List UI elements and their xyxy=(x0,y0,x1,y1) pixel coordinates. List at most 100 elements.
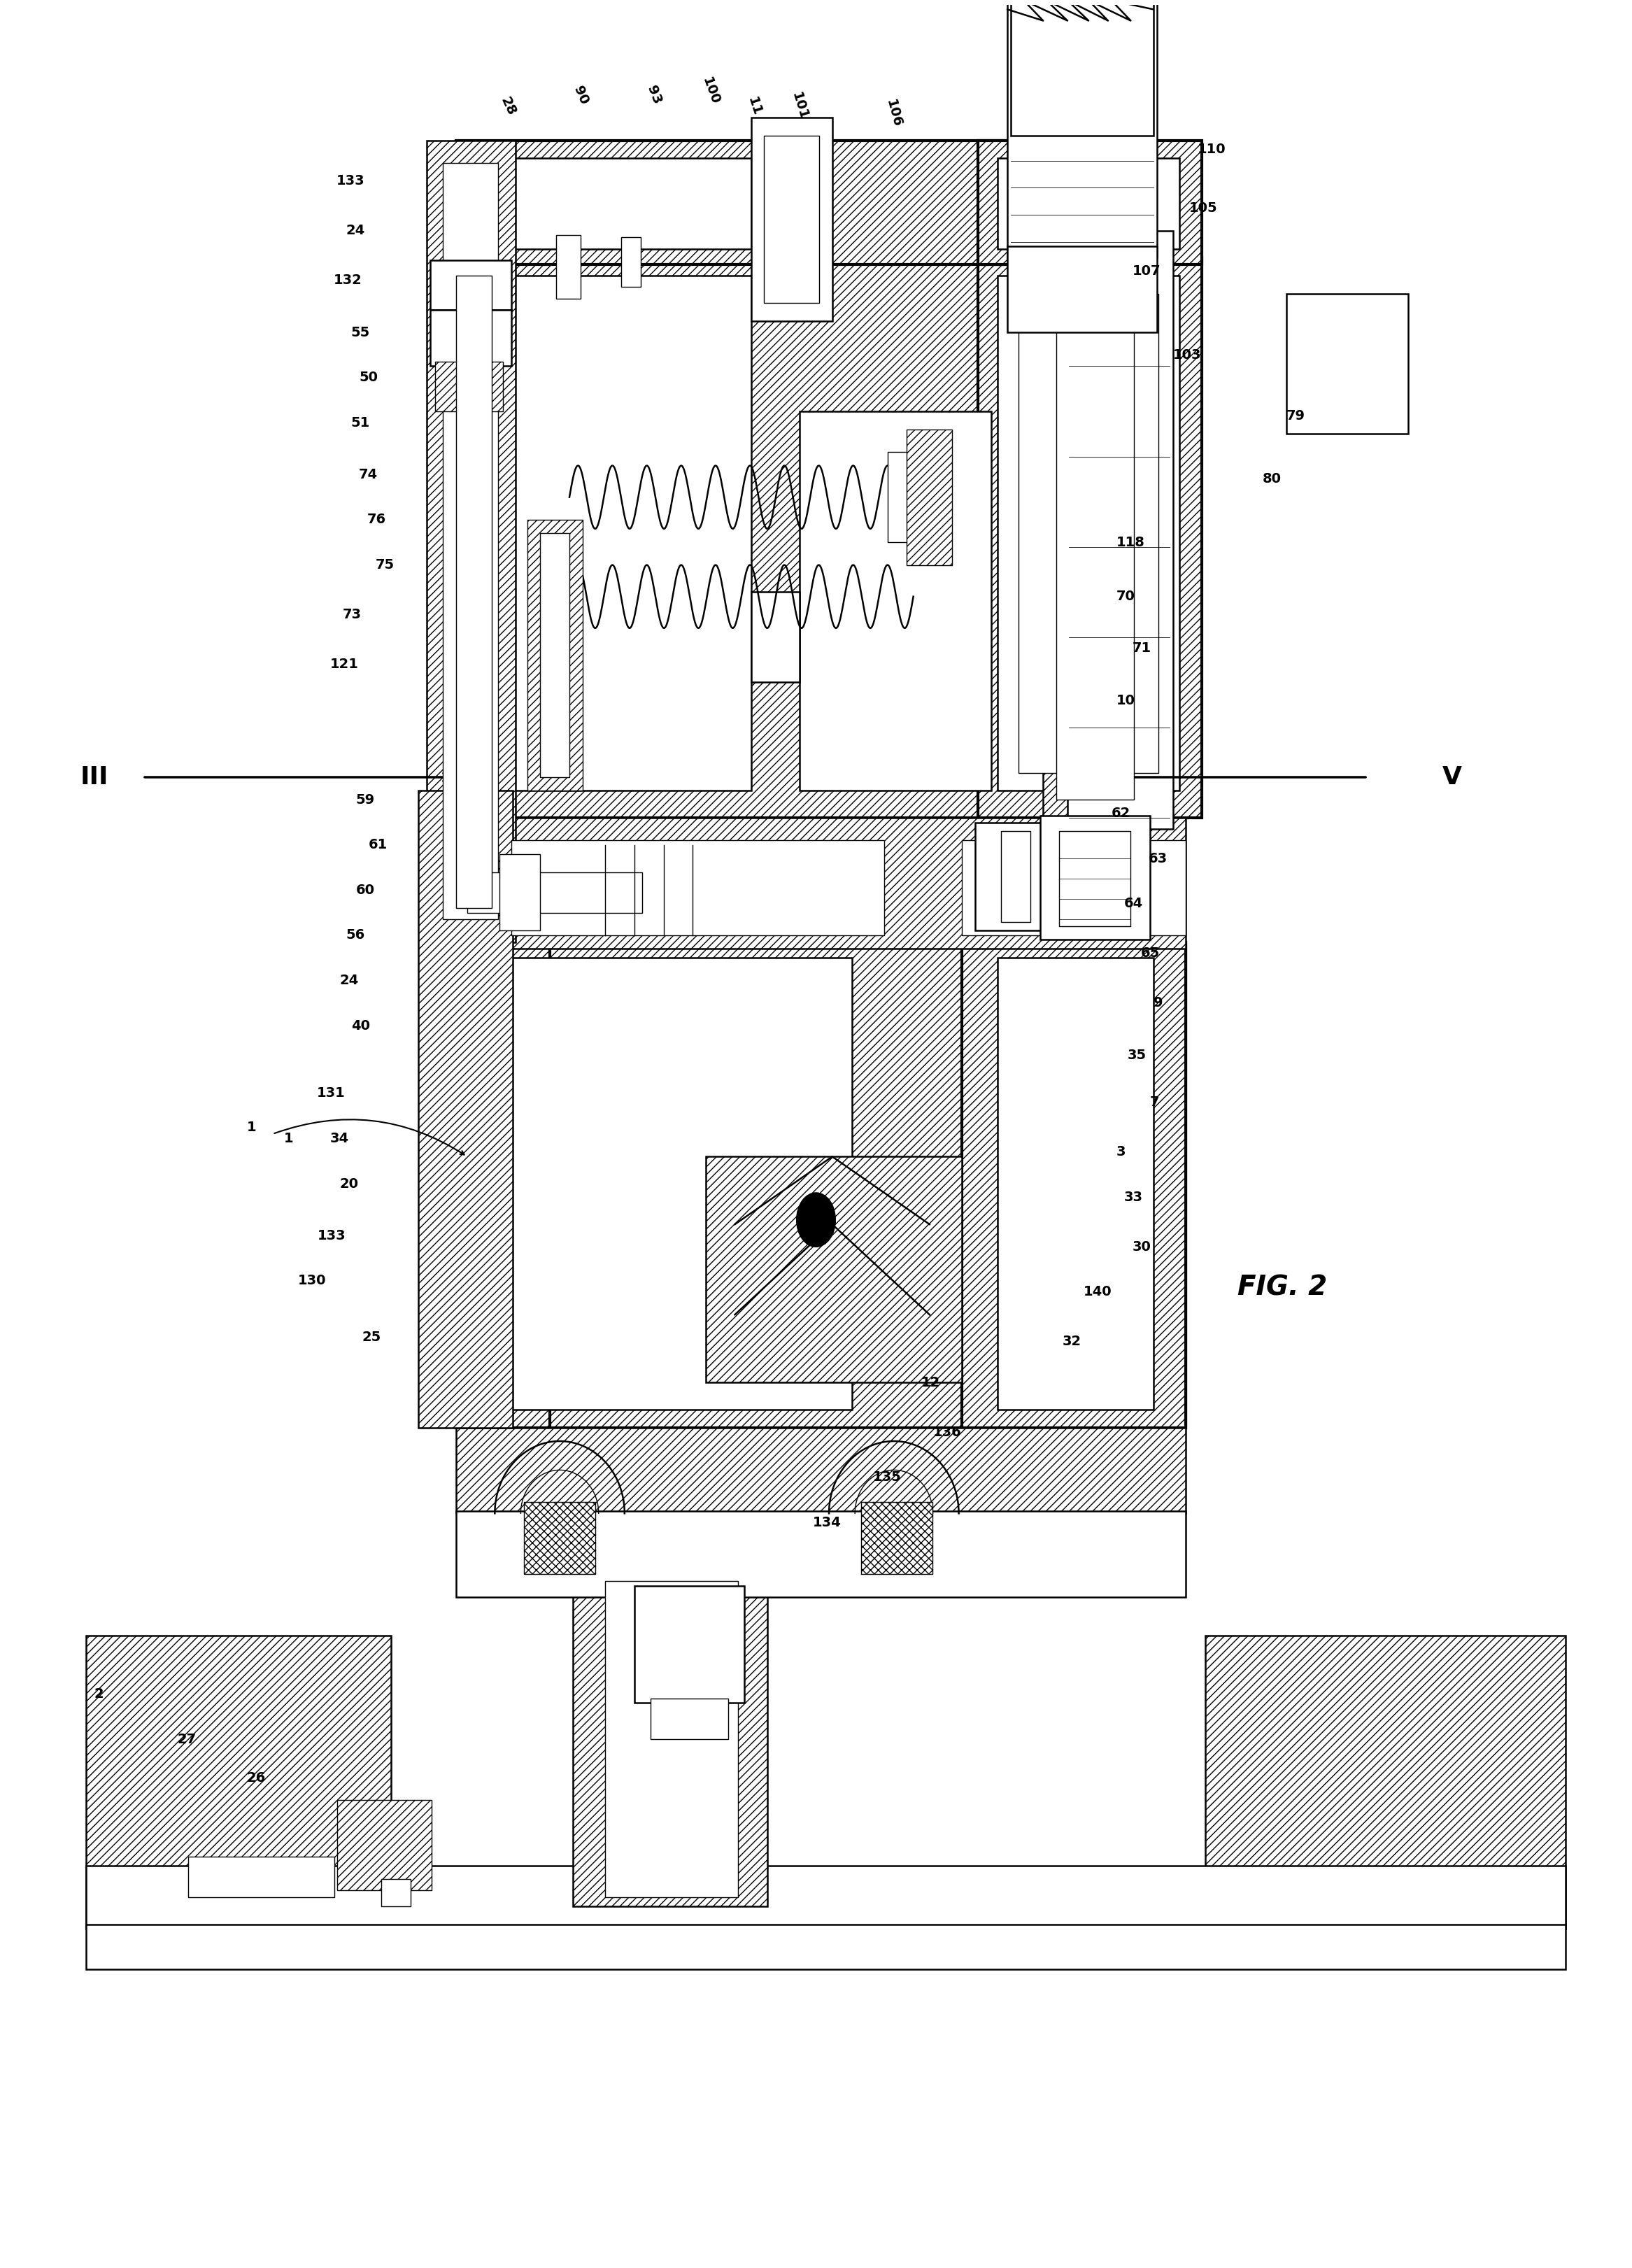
Bar xyxy=(1043,259,1149,819)
Bar xyxy=(997,277,1180,792)
Bar xyxy=(338,1801,431,1892)
Text: 90: 90 xyxy=(571,84,591,107)
Text: 118: 118 xyxy=(1116,535,1144,549)
Text: 106: 106 xyxy=(885,98,904,129)
Text: 100: 100 xyxy=(700,75,721,107)
Text: 140: 140 xyxy=(1084,1286,1111,1300)
Bar xyxy=(511,841,885,934)
Circle shape xyxy=(796,1193,836,1247)
Bar xyxy=(1067,231,1173,830)
Text: III: III xyxy=(80,764,108,789)
Bar xyxy=(961,841,1186,934)
Text: 30: 30 xyxy=(1133,1241,1151,1254)
Text: 93: 93 xyxy=(645,84,663,107)
Text: 2: 2 xyxy=(95,1687,104,1701)
Bar xyxy=(86,1867,1565,1928)
Bar xyxy=(455,141,1040,265)
Text: 131: 131 xyxy=(317,1086,346,1100)
Bar xyxy=(455,1427,1186,1513)
Text: 110: 110 xyxy=(1198,143,1226,156)
Bar xyxy=(86,1926,1565,1969)
Text: 105: 105 xyxy=(1190,202,1217,215)
Bar xyxy=(605,1581,738,1898)
Bar xyxy=(1007,0,1157,259)
Bar xyxy=(997,957,1154,1408)
Bar xyxy=(467,871,643,912)
Bar xyxy=(997,159,1180,249)
Bar xyxy=(418,792,512,1427)
Text: 55: 55 xyxy=(351,327,370,338)
Text: 24: 24 xyxy=(339,973,359,987)
Bar xyxy=(1007,247,1157,333)
Text: 27: 27 xyxy=(176,1733,196,1746)
Bar xyxy=(635,1585,744,1703)
Bar xyxy=(429,311,511,365)
Bar xyxy=(188,1857,335,1898)
Text: 80: 80 xyxy=(1262,472,1281,485)
Text: 73: 73 xyxy=(343,608,362,621)
Bar xyxy=(455,1510,1186,1597)
Bar xyxy=(426,141,516,941)
Bar xyxy=(434,361,503,411)
Text: 76: 76 xyxy=(367,513,387,526)
Bar xyxy=(511,159,751,249)
Text: V: V xyxy=(1443,764,1462,789)
Text: 28: 28 xyxy=(498,95,517,118)
Bar xyxy=(705,1157,961,1383)
Bar xyxy=(978,141,1203,265)
Text: 35: 35 xyxy=(1128,1048,1146,1061)
Text: 1: 1 xyxy=(284,1132,294,1145)
Text: FIG. 2: FIG. 2 xyxy=(1237,1275,1327,1302)
Text: 62: 62 xyxy=(1111,807,1131,821)
Bar xyxy=(1040,816,1151,939)
Bar xyxy=(511,957,852,1408)
Text: 101: 101 xyxy=(790,91,809,122)
Text: 9: 9 xyxy=(1154,996,1164,1009)
Bar xyxy=(429,261,511,311)
Bar xyxy=(1056,277,1134,801)
Text: 61: 61 xyxy=(369,839,388,850)
Text: 130: 130 xyxy=(297,1275,326,1288)
Text: 63: 63 xyxy=(1149,853,1167,864)
Bar xyxy=(764,136,819,304)
Bar xyxy=(455,277,491,907)
Text: 134: 134 xyxy=(813,1515,840,1529)
Bar xyxy=(800,411,991,792)
Text: 103: 103 xyxy=(1173,349,1201,361)
Text: 64: 64 xyxy=(1124,898,1144,909)
Text: 56: 56 xyxy=(346,928,366,941)
Text: 34: 34 xyxy=(330,1132,349,1145)
Bar xyxy=(1206,1635,1565,1928)
Bar xyxy=(622,238,641,288)
Text: 10: 10 xyxy=(1116,694,1134,708)
Text: 59: 59 xyxy=(356,794,375,807)
Text: 20: 20 xyxy=(339,1177,359,1191)
Text: 107: 107 xyxy=(1133,265,1160,279)
Text: 135: 135 xyxy=(873,1470,901,1483)
Text: 136: 136 xyxy=(934,1427,961,1438)
Bar xyxy=(1010,0,1154,136)
Text: 11: 11 xyxy=(746,95,764,118)
Text: 12: 12 xyxy=(922,1377,940,1388)
Text: 40: 40 xyxy=(351,1018,370,1032)
Text: 133: 133 xyxy=(317,1229,346,1243)
Text: 50: 50 xyxy=(359,372,379,383)
Bar xyxy=(974,823,1053,930)
Text: 1: 1 xyxy=(246,1120,256,1134)
Text: 74: 74 xyxy=(359,467,379,481)
Bar xyxy=(499,855,540,930)
Bar xyxy=(1059,832,1131,925)
Bar xyxy=(751,592,800,683)
Text: 33: 33 xyxy=(1124,1191,1142,1204)
Bar xyxy=(978,259,1203,819)
Bar xyxy=(511,277,751,792)
Bar xyxy=(527,519,583,792)
Bar xyxy=(86,1635,392,1928)
Text: 132: 132 xyxy=(333,274,362,288)
Text: 3: 3 xyxy=(1116,1145,1126,1159)
Bar xyxy=(961,941,1186,1427)
Bar xyxy=(455,941,1186,1427)
Bar xyxy=(1000,832,1030,921)
Bar xyxy=(540,533,570,778)
Text: 65: 65 xyxy=(1141,946,1159,959)
